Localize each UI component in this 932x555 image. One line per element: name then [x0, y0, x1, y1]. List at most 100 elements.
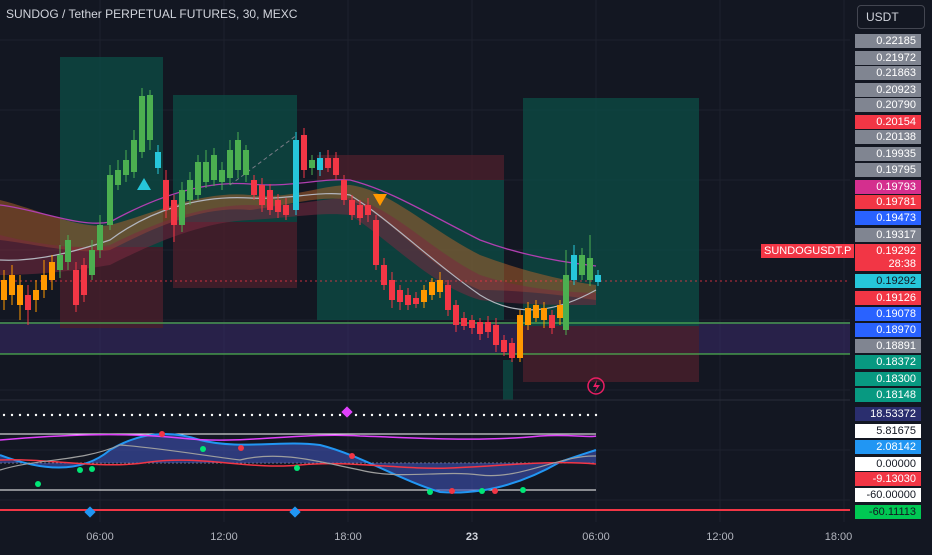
- candle-body: [525, 308, 531, 325]
- currency-selector[interactable]: USDT: [857, 5, 925, 29]
- price-label: 0.19292: [855, 274, 921, 288]
- price-label: 0.20790: [855, 98, 921, 112]
- candle-body: [155, 152, 161, 168]
- candle-body: [259, 185, 265, 205]
- indicator-dot: [474, 413, 478, 417]
- indicator-label: 0.00000: [855, 457, 921, 471]
- indicator-dot: [370, 413, 374, 417]
- ma-line: [0, 179, 597, 267]
- candle-body: [57, 255, 63, 270]
- indicator-dot: [426, 413, 430, 417]
- indicator-dot: [42, 413, 46, 417]
- indicator-dot: [538, 413, 542, 417]
- indicator-dot: [154, 413, 158, 417]
- indicator-dot: [18, 413, 22, 417]
- candle-body: [235, 140, 241, 170]
- indicator-signal-dot: [200, 446, 206, 452]
- symbol-price-tag: SUNDOGUSDT.P: [761, 244, 855, 258]
- indicator-dot: [2, 413, 6, 417]
- indicator-dot: [410, 413, 414, 417]
- candle-body: [541, 308, 547, 320]
- candle-body: [187, 180, 193, 200]
- indicator-signal-dot: [294, 465, 300, 471]
- indicator-dot: [466, 413, 470, 417]
- candle-body: [317, 158, 323, 170]
- chart-title: SUNDOG / Tether PERPETUAL FUTURES, 30, M…: [6, 7, 298, 21]
- candle-body: [445, 285, 451, 310]
- indicator-dot: [322, 413, 326, 417]
- indicator-line: [0, 459, 597, 470]
- indicator-signal-dot: [77, 467, 83, 473]
- candle-body: [501, 340, 507, 352]
- candle-body: [243, 150, 249, 175]
- indicator-dot: [66, 413, 70, 417]
- candle-body: [123, 160, 129, 175]
- indicator-dot: [146, 413, 150, 417]
- indicator-dot: [554, 413, 558, 417]
- oscillator-line: [0, 433, 597, 494]
- time-axis-label: 06:00: [582, 531, 610, 543]
- chart-canvas[interactable]: [0, 0, 850, 550]
- indicator-dot: [386, 413, 390, 417]
- candle-body: [73, 270, 79, 305]
- indicator-label: -60.00000: [855, 488, 921, 502]
- indicator-dot: [282, 413, 286, 417]
- indicator-dot: [522, 413, 526, 417]
- candle-body: [563, 275, 569, 330]
- indicator-dot: [354, 413, 358, 417]
- indicator-line: [0, 444, 597, 477]
- indicator-dot: [578, 413, 582, 417]
- indicator-dot: [490, 413, 494, 417]
- indicator-dot: [266, 413, 270, 417]
- indicator-signal-dot: [159, 431, 165, 437]
- indicator-dot: [514, 413, 518, 417]
- candle-body: [251, 180, 257, 195]
- price-label: 0.18148: [855, 388, 921, 402]
- price-label: 0.18970: [855, 323, 921, 337]
- indicator-dot: [274, 413, 278, 417]
- candle-body: [219, 170, 225, 182]
- indicator-dot: [586, 413, 590, 417]
- indicator-label: 18.53372: [855, 407, 921, 421]
- indicator-dot: [58, 413, 62, 417]
- indicator-dot: [530, 413, 534, 417]
- indicator-signal-dot: [427, 489, 433, 495]
- price-label: 0.20138: [855, 130, 921, 144]
- bottom-diamond: [289, 506, 301, 518]
- candle-body: [33, 290, 39, 300]
- indicator-dot: [562, 413, 566, 417]
- alert-marker: [587, 377, 605, 395]
- candle-body: [493, 325, 499, 345]
- price-label: 0.21972: [855, 51, 921, 65]
- candle-body: [227, 150, 233, 178]
- indicator-dot: [330, 413, 334, 417]
- indicator-label: 2.08142: [855, 440, 921, 454]
- price-chart-area[interactable]: [0, 0, 850, 550]
- indicator-dot: [82, 413, 86, 417]
- indicator-dot: [218, 413, 222, 417]
- position-box: [317, 155, 504, 180]
- sell-signal-marker: [373, 194, 387, 206]
- indicator-dot: [442, 413, 446, 417]
- indicator-dot: [234, 413, 238, 417]
- candle-body: [469, 320, 475, 328]
- candle-body: [147, 95, 153, 140]
- ma-line: [0, 192, 597, 311]
- buy-signal-marker: [137, 178, 151, 190]
- candle-body: [211, 155, 217, 180]
- candle-body: [341, 180, 347, 200]
- oscillator-fill: [0, 434, 596, 493]
- indicator-dot: [434, 413, 438, 417]
- candle-body: [1, 280, 7, 300]
- lightning-icon: [593, 380, 600, 393]
- candle-body: [349, 200, 355, 215]
- indicator-dot: [290, 413, 294, 417]
- time-axis-label: 06:00: [86, 531, 114, 543]
- candle-body: [283, 205, 289, 215]
- candle-body: [131, 140, 137, 172]
- candle-body: [115, 170, 121, 185]
- indicator-dot: [50, 413, 54, 417]
- indicator-dot: [394, 413, 398, 417]
- indicator-dot: [74, 413, 78, 417]
- indicator-signal-dot: [449, 488, 455, 494]
